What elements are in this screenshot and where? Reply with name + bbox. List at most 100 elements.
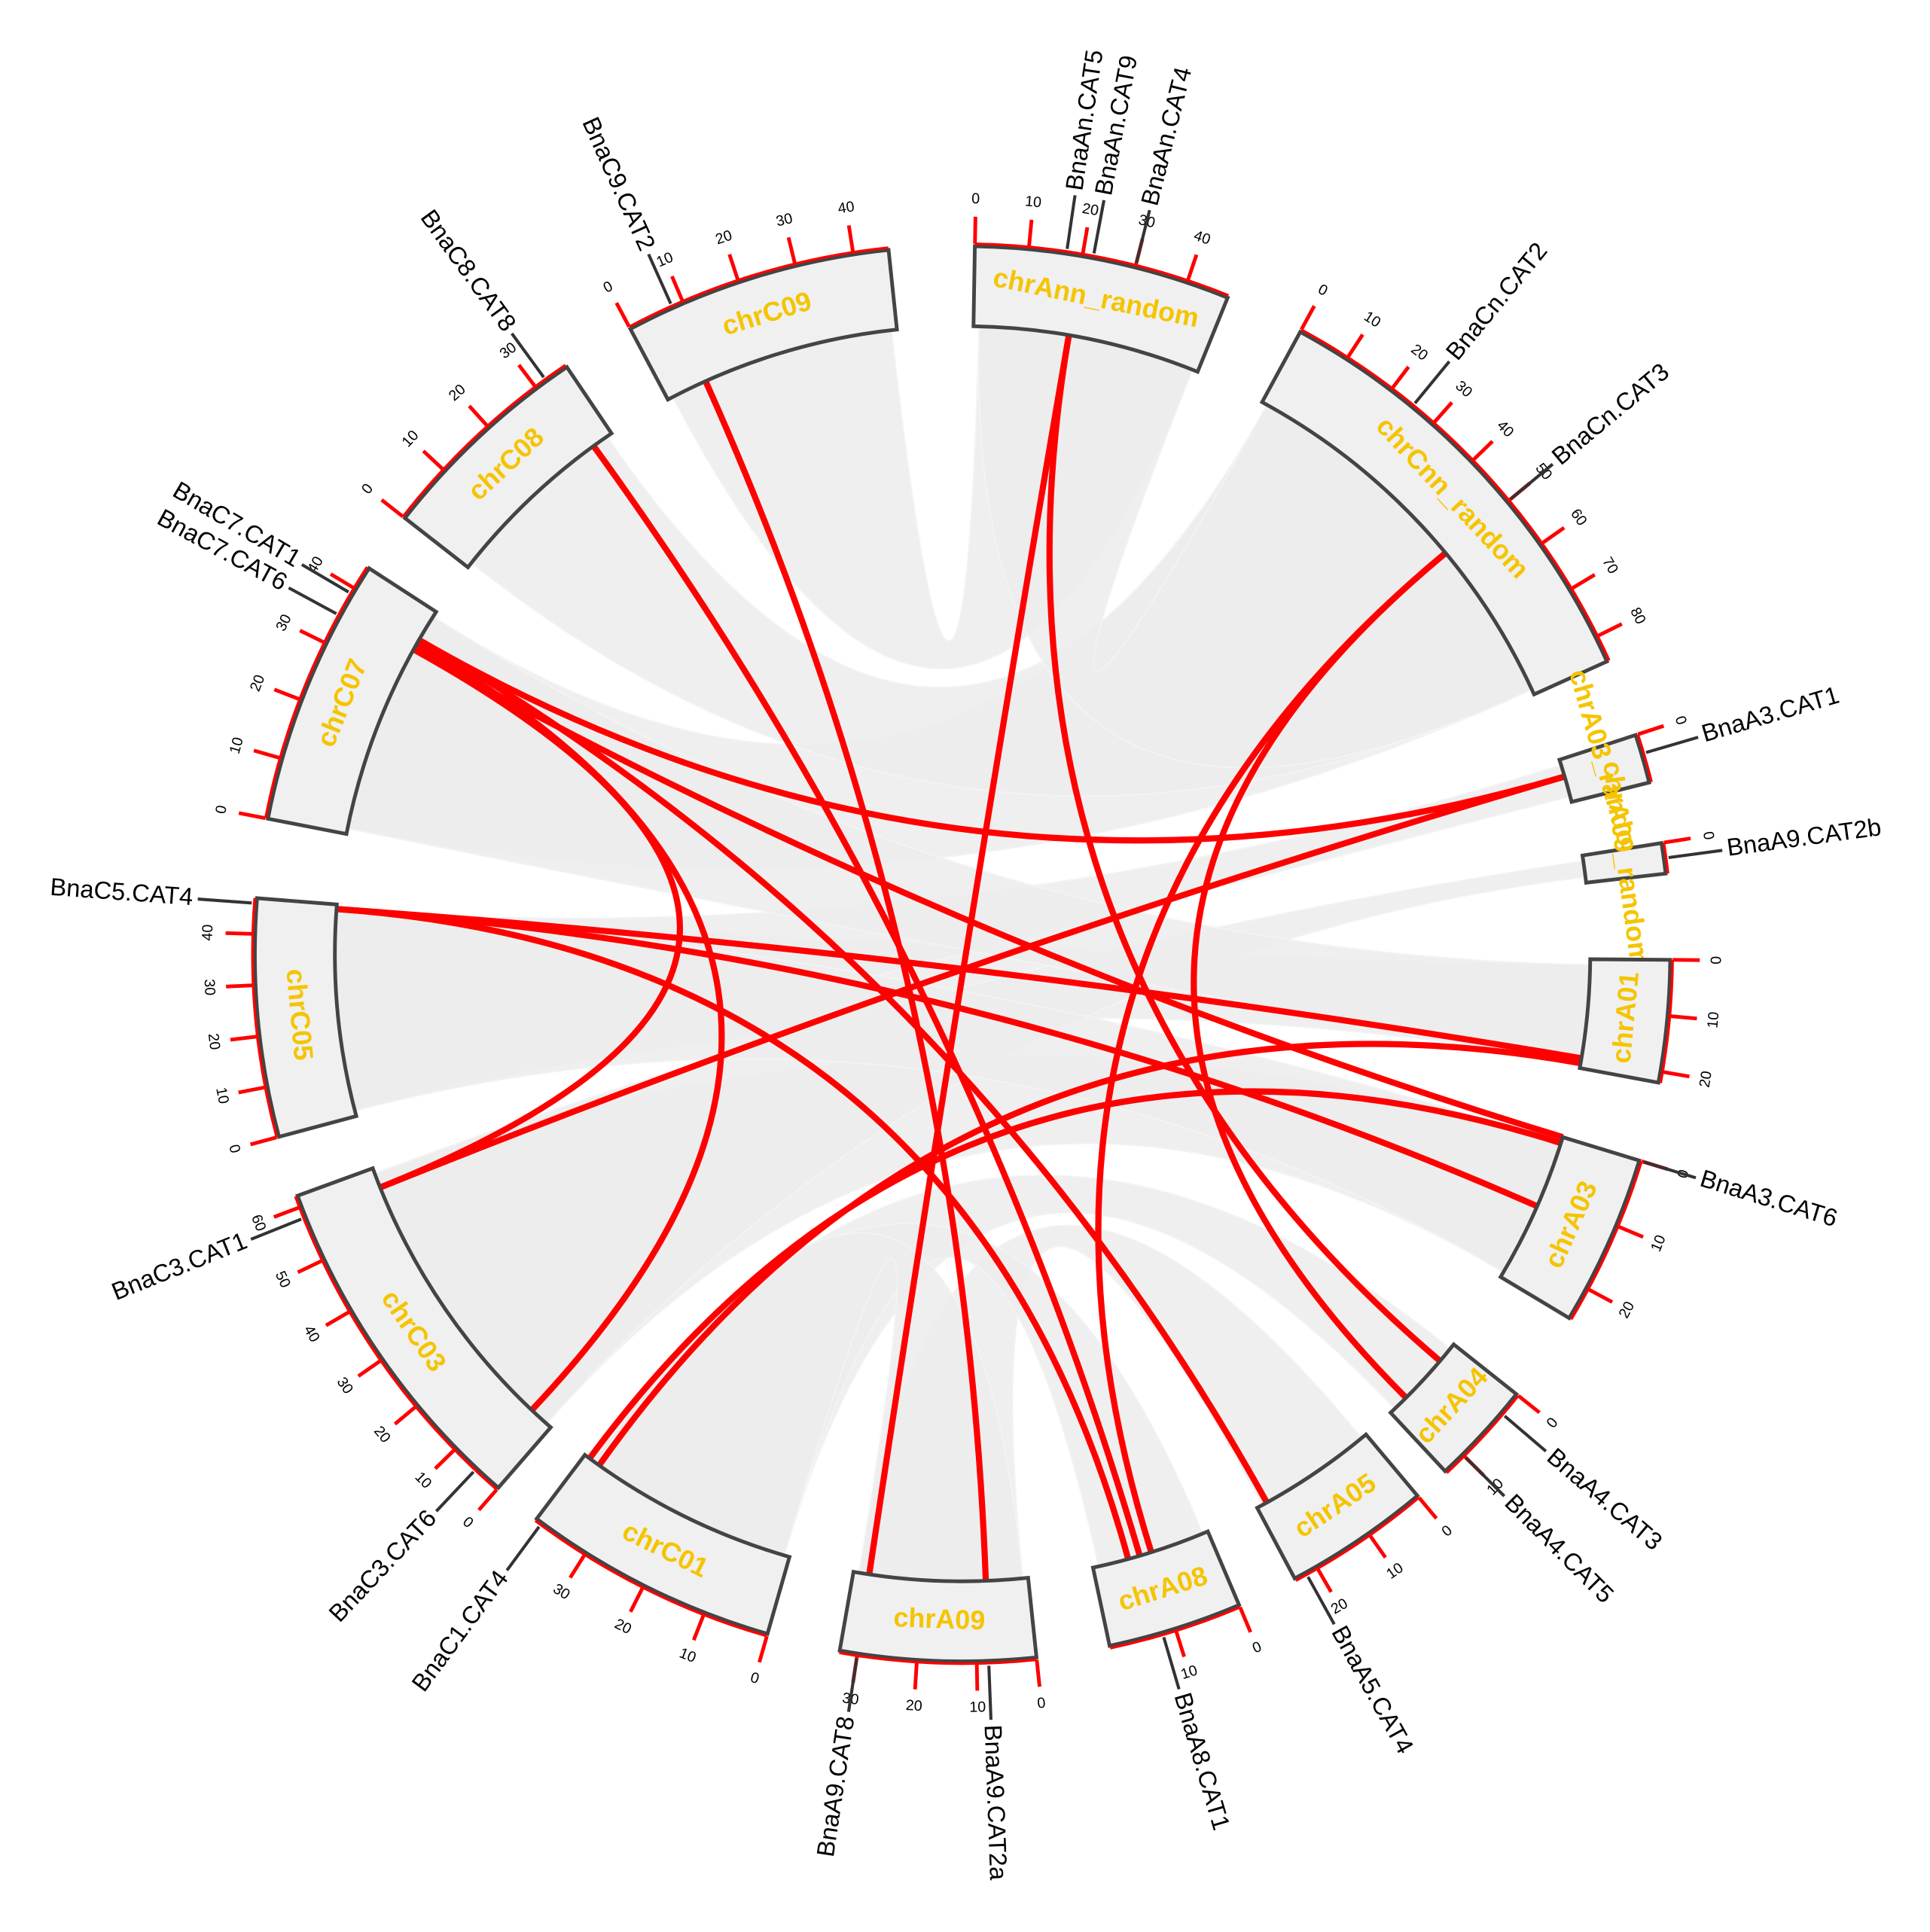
tick-mark [253,748,281,760]
link [1046,334,1443,1364]
tick-label: 20 [370,1423,394,1446]
link [590,443,1143,1557]
tick-mark [1027,219,1034,247]
tick-mark [846,225,855,253]
gene-pointer [1668,849,1723,860]
chromosome [295,1166,553,1491]
tick-axis [974,242,1230,297]
link [1191,550,1448,1400]
tick-label: 40 [200,924,217,941]
tick-mark [1617,1224,1644,1239]
tick-label: 30 [550,1580,572,1603]
link [414,641,725,1412]
tick-mark [422,449,445,471]
tick-mark [434,1448,456,1470]
gene-pointer [1503,1415,1547,1452]
tick-mark [517,364,537,389]
tick-mark [238,1085,266,1095]
tick-label: 0 [1708,956,1724,964]
gene-pointer [250,1217,302,1241]
tick-mark [249,1135,278,1147]
tick-label: 80 [1627,605,1648,626]
tick-label: 20 [205,1032,223,1050]
gene-label: BnaA5.CAT4 [1326,1621,1419,1759]
link [379,773,1566,1190]
tick-mark [1471,440,1494,462]
tick-label: 10 [1361,308,1383,331]
chromosome [1388,1342,1520,1474]
tick-axis [1570,1160,1643,1321]
tick-mark [727,254,740,281]
tick-label: 10 [398,427,422,450]
tick-mark [1346,334,1364,358]
tick-mark [1517,1394,1541,1415]
link [866,334,1072,1575]
gene-pointer [647,253,672,305]
tick-mark [1541,526,1566,545]
tick-label: 10 [1024,193,1042,211]
chromosome [1255,1431,1420,1581]
tick-label: 20 [1616,1299,1639,1321]
tick-mark [1186,254,1199,282]
tick-label: 30 [774,210,794,230]
gene-label: BnaC3.CAT6 [323,1504,441,1627]
gene-pointer [987,1665,993,1720]
link [703,379,989,1581]
gene-label: BnaAn.CAT4 [1136,64,1197,209]
tick-mark [691,1614,706,1641]
tick-label: 30 [273,611,294,633]
chromosome [1498,1135,1642,1321]
tick-label: 10 [411,1469,434,1492]
gene-label: BnaC9.CAT2 [577,113,661,255]
gene-label: BnaCn.CAT2 [1440,237,1552,365]
tick-label: 10 [1178,1662,1200,1684]
tick-label: 0 [1036,1695,1046,1712]
link [336,906,1132,1560]
tick-axis [294,1196,498,1491]
gene-pointer [505,1525,541,1571]
link [596,1041,1581,1467]
tick-mark [1238,1606,1252,1633]
tick-mark [786,236,797,264]
chromosome [1259,329,1610,697]
gene-pointer [1510,462,1554,500]
tick-label: 10 [677,1645,698,1666]
tick-mark [670,275,684,302]
tick-label: 0 [971,190,980,207]
tick-label: 30 [201,979,218,996]
tick-mark [1368,1534,1387,1559]
tick-axis [1295,1496,1420,1582]
tick-mark [357,1359,382,1378]
tick-mark [477,1488,499,1512]
tick-mark [973,216,977,244]
tick-label: 20 [1408,341,1431,364]
tick-mark [1637,724,1665,736]
tick-label: 60 [1567,506,1590,529]
tick-label: 20 [1328,1595,1351,1618]
tick-axis [534,1519,767,1638]
tick-label: 50 [272,1269,294,1291]
chromosome [534,1452,792,1637]
tick-label: 70 [1599,554,1621,577]
gene-label: BnaC5.CAT4 [49,873,194,910]
tick-mark [1663,836,1691,845]
tick-label: 0 [459,1513,477,1531]
tick-label: 30 [334,1374,357,1397]
gene-pointer [1645,736,1699,754]
tick-mark [614,302,631,328]
link [587,1088,1563,1461]
tick-axis [1663,842,1669,874]
chromosome [253,896,359,1139]
gene-pointer [1135,209,1151,264]
tick-label: 40 [1192,227,1213,248]
tick-mark [230,1035,258,1042]
tick-axis [251,897,278,1138]
tick-label: 0 [1316,281,1331,300]
chromosome [1090,1528,1242,1648]
chromosome [1557,733,1652,804]
tick-label: 20 [1081,200,1099,219]
chromosome-label: chrA09 [893,1601,986,1635]
tick-mark [226,983,254,989]
tick-label: 0 [749,1669,761,1687]
